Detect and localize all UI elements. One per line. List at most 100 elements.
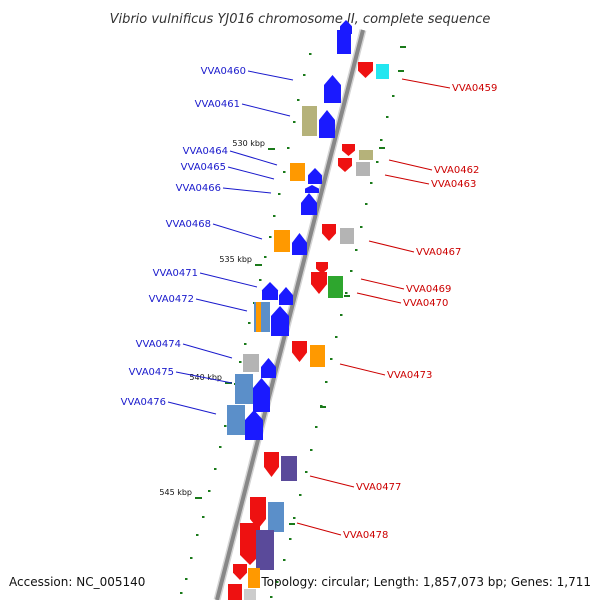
kbp-tick [195, 497, 202, 499]
minor-tick [269, 236, 272, 238]
gene-box [227, 405, 245, 435]
topology-text: Topology: circular; Length: 1,857,073 bp… [260, 575, 591, 589]
gene-label: VVA0476 [121, 397, 166, 408]
minor-tick [386, 116, 389, 118]
gene-arrow [338, 158, 352, 172]
minor-tick [350, 270, 353, 272]
gene-label: VVA0465 [181, 162, 226, 173]
leader-line [309, 475, 355, 488]
gene-box [248, 568, 260, 588]
minor-tick [278, 193, 281, 195]
minor-tick [259, 279, 262, 281]
minor-tick [244, 343, 247, 345]
gene-arrow [319, 110, 335, 138]
leader-line [227, 166, 275, 180]
gene-box [235, 374, 253, 404]
leader-line [388, 159, 433, 171]
minor-tick [376, 161, 379, 163]
leader-line [247, 70, 294, 81]
minor-tick [315, 426, 318, 428]
kbp-tick [225, 382, 232, 384]
minor-tick [320, 406, 326, 408]
minor-tick [398, 70, 404, 72]
gene-arrow [292, 341, 307, 362]
gene-arrow [308, 168, 322, 184]
leader-line [175, 371, 233, 384]
gene-box [290, 163, 305, 181]
leader-line [356, 292, 402, 304]
gene-label: VVA0466 [176, 183, 221, 194]
minor-tick [270, 596, 273, 598]
gene-box [268, 502, 284, 532]
chromosome-backbone [213, 29, 367, 600]
gene-arrow [311, 272, 327, 294]
leader-line [296, 522, 342, 536]
gene-arrow [240, 523, 260, 565]
minor-tick [276, 581, 279, 583]
leader-line [241, 103, 291, 117]
gene-box [244, 589, 256, 600]
gene-arrow [292, 233, 307, 255]
minor-tick [190, 557, 193, 559]
minor-tick [224, 425, 227, 427]
gene-box [256, 530, 274, 570]
minor-tick [196, 534, 199, 536]
minor-tick-marks [180, 46, 406, 598]
gene-arrow [271, 306, 289, 336]
leader-line [368, 240, 415, 253]
minor-tick [214, 468, 217, 470]
gene-arrow [340, 20, 352, 34]
gene-box [281, 456, 297, 481]
gene-label: VVA0463 [431, 179, 476, 190]
minor-tick [297, 99, 300, 101]
gene-box [256, 302, 261, 332]
gene-box [243, 354, 259, 372]
minor-tick [283, 171, 286, 173]
minor-tick [283, 559, 286, 561]
minor-tick [400, 46, 406, 48]
minor-tick [310, 449, 313, 451]
leader-line [212, 223, 263, 240]
minor-tick [392, 95, 395, 97]
gene-arrow [264, 452, 279, 477]
gene-box [328, 276, 343, 298]
leader-line [182, 343, 233, 359]
gene-arrow [305, 185, 319, 193]
gene-label: VVA0474 [136, 339, 181, 350]
minor-tick [208, 490, 211, 492]
minor-tick [248, 322, 251, 324]
minor-tick [380, 139, 383, 141]
kbp-tick [268, 148, 275, 150]
gene-label: VVA0471 [153, 268, 198, 279]
leader-line [229, 150, 278, 166]
gene-label: VVA0468 [166, 219, 211, 230]
gene-label: VVA0475 [129, 367, 174, 378]
gene-arrow [233, 564, 247, 580]
gene-label: VVA0469 [406, 284, 451, 295]
accession-text: Accession: NC_005140 [9, 575, 145, 589]
minor-tick [273, 215, 276, 217]
minor-tick [185, 578, 188, 580]
gene-features [227, 20, 389, 600]
gene-arrow [262, 282, 278, 300]
minor-tick [303, 74, 306, 76]
minor-tick [379, 147, 385, 149]
minor-tick [305, 471, 308, 473]
leader-line [360, 278, 405, 290]
gene-arrow [301, 193, 317, 215]
minor-tick [239, 361, 242, 363]
gene-arrow [279, 287, 293, 305]
gene-arrow [250, 497, 266, 529]
gene-arrow [324, 75, 341, 103]
gene-label: VVA0470 [403, 298, 448, 309]
minor-tick [202, 516, 205, 518]
gene-box [228, 584, 242, 600]
minor-tick [340, 314, 343, 316]
gene-arrow [245, 410, 263, 440]
gene-box [376, 64, 389, 79]
gene-label: VVA0459 [452, 83, 497, 94]
leader-line [384, 174, 430, 185]
minor-tick [299, 494, 302, 496]
gene-label: VVA0461 [195, 99, 240, 110]
